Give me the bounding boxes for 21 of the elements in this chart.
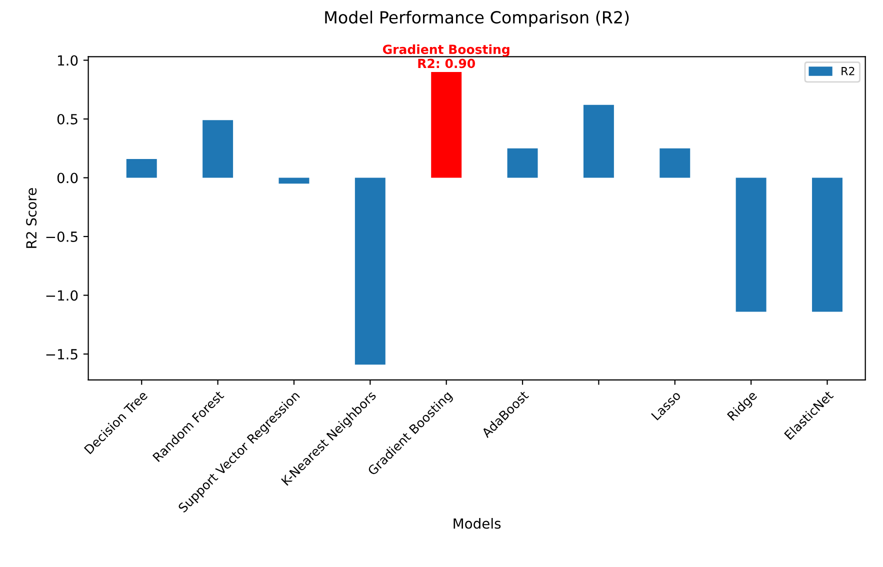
y-axis-title: R2 Score bbox=[26, 188, 37, 248]
y-tick-label: −0.5 bbox=[46, 231, 78, 242]
x-axis-title: Models bbox=[454, 518, 501, 529]
bar bbox=[354, 178, 386, 365]
y-tick-label: 1.0 bbox=[58, 55, 78, 66]
bar bbox=[660, 148, 690, 178]
legend-label: R2 bbox=[842, 66, 854, 76]
y-tick-label: −1.5 bbox=[46, 349, 78, 360]
annotation: Gradient Boosting R2: 0.90 bbox=[382, 44, 510, 68]
bar bbox=[736, 178, 766, 312]
bar bbox=[507, 148, 538, 178]
bar bbox=[202, 120, 234, 178]
chart-title: Model Performance Comparison (R2) bbox=[325, 10, 629, 27]
bar bbox=[431, 72, 462, 178]
bar bbox=[812, 178, 842, 312]
bar bbox=[583, 104, 614, 178]
bar bbox=[126, 158, 157, 178]
y-tick-label: −1.0 bbox=[46, 290, 78, 301]
y-tick-label: 0.5 bbox=[57, 114, 78, 124]
y-tick-label: 0.0 bbox=[57, 172, 78, 184]
bar bbox=[278, 178, 310, 184]
